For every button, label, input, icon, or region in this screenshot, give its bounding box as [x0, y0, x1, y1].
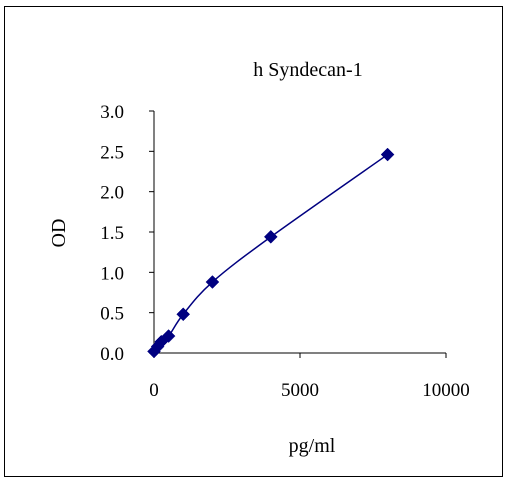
x-tick-label: 5000 — [281, 380, 319, 401]
x-tick-label: 0 — [149, 380, 159, 401]
y-tick-label: 0.0 — [100, 344, 124, 365]
y-tick-label: 2.0 — [100, 183, 124, 204]
data-point — [380, 147, 395, 162]
data-point — [176, 307, 191, 322]
y-tick-label: 2.5 — [100, 142, 124, 163]
data-point — [263, 229, 278, 244]
series-layer — [147, 147, 395, 359]
axes: 0.0 0.5 1.0 1.5 2.0 2.5 3.0 0 5000 10000 — [100, 102, 470, 401]
series-line — [153, 153, 389, 352]
x-tick-label: 10000 — [422, 380, 470, 401]
y-axis-label: OD — [48, 219, 70, 248]
y-tick-label: 1.5 — [100, 223, 124, 244]
data-point — [205, 275, 220, 289]
y-tick-label: 1.0 — [100, 263, 124, 284]
y-tick-label: 3.0 — [100, 102, 124, 123]
data-point — [161, 329, 176, 343]
x-axis-label: pg/ml — [289, 435, 336, 457]
chart-frame — [4, 6, 503, 477]
y-tick-label: 0.5 — [100, 304, 124, 325]
chart-title: h Syndecan-1 — [253, 59, 362, 81]
